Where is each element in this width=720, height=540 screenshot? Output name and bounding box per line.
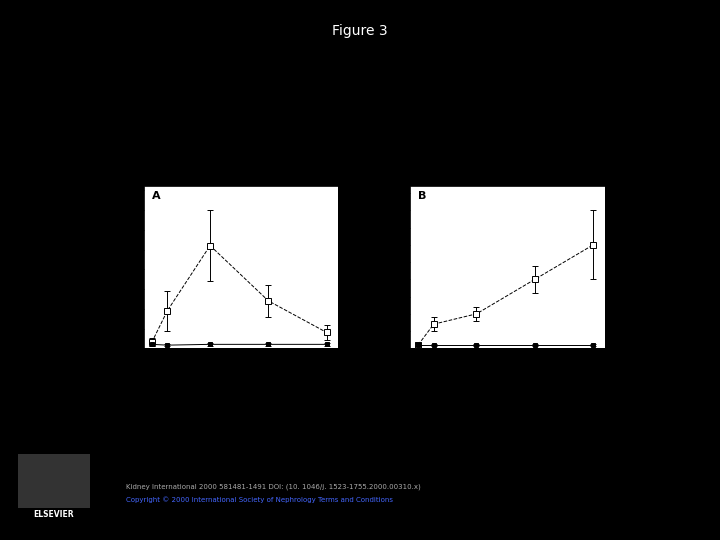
Text: A: A <box>152 191 161 201</box>
Y-axis label: Apoptotic interstitial cells
% of total interstitial cells: Apoptotic interstitial cells % of total … <box>360 219 379 316</box>
Text: Copyright © 2000 International Society of Nephrology Terms and Conditions: Copyright © 2000 International Society o… <box>126 497 393 503</box>
Text: Kidney International 2000 581481-1491 DOI: (10. 1046/j. 1523-1755.2000.00310.x): Kidney International 2000 581481-1491 DO… <box>126 484 420 490</box>
Y-axis label: Apoptotic tubular cells
% of total tubular cells: Apoptotic tubular cells % of total tubul… <box>94 224 113 310</box>
X-axis label: Experimental period, days: Experimental period, days <box>452 368 563 377</box>
Text: Figure 3: Figure 3 <box>332 24 388 38</box>
Text: ELSEVIER: ELSEVIER <box>34 510 74 519</box>
X-axis label: Experimental period, days: Experimental period, days <box>186 368 297 377</box>
Text: B: B <box>418 191 426 201</box>
